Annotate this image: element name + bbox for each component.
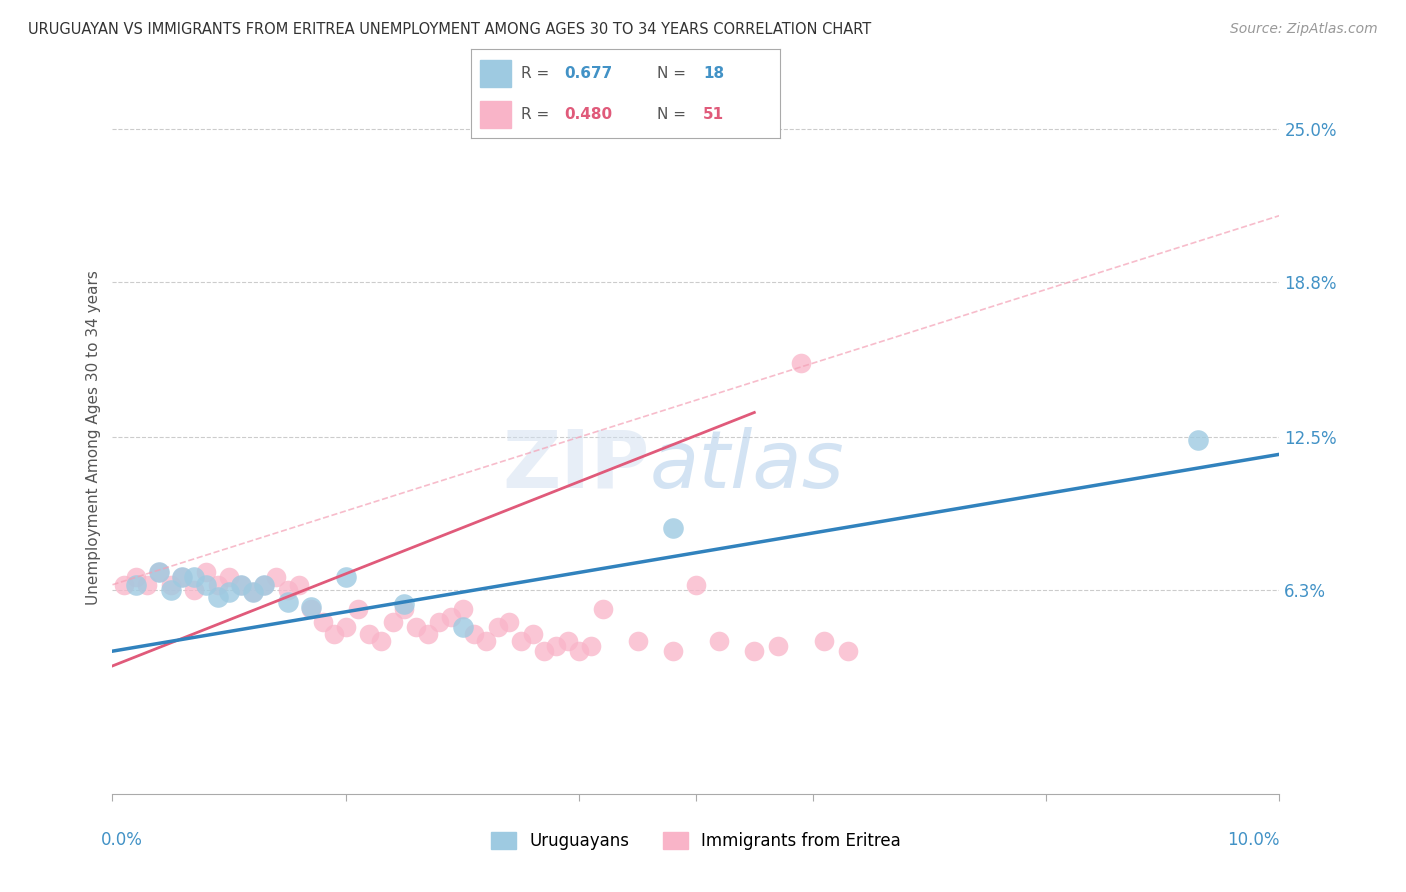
Point	[416, 627, 439, 641]
Point	[242, 585, 264, 599]
Point	[136, 578, 159, 592]
Text: 0.480: 0.480	[564, 107, 612, 121]
Point	[592, 602, 614, 616]
Legend: Uruguayans, Immigrants from Eritrea: Uruguayans, Immigrants from Eritrea	[485, 825, 907, 857]
Point	[392, 602, 416, 616]
Point	[276, 582, 298, 597]
Point	[299, 599, 322, 614]
Point	[790, 356, 813, 370]
Text: 0.0%: 0.0%	[101, 830, 142, 849]
Bar	[481, 101, 512, 128]
Text: N =: N =	[657, 66, 690, 80]
Point	[440, 609, 463, 624]
Text: 10.0%: 10.0%	[1227, 830, 1279, 849]
Point	[742, 644, 765, 658]
Point	[709, 634, 731, 648]
Point	[172, 570, 194, 584]
Point	[544, 639, 567, 653]
Text: atlas: atlas	[650, 426, 844, 505]
Point	[359, 627, 381, 641]
Point	[218, 585, 240, 599]
Point	[160, 578, 183, 592]
Point	[125, 570, 148, 584]
Point	[335, 619, 357, 633]
Point	[463, 627, 485, 641]
Point	[475, 634, 498, 648]
Point	[172, 570, 194, 584]
Point	[242, 585, 264, 599]
Point	[661, 521, 683, 535]
Point	[264, 570, 287, 584]
Point	[218, 570, 240, 584]
Point	[661, 644, 683, 658]
Point	[148, 566, 170, 580]
Point	[323, 627, 346, 641]
Point	[194, 566, 217, 580]
Point	[451, 602, 474, 616]
Point	[253, 578, 276, 592]
Point	[276, 595, 298, 609]
Text: 51: 51	[703, 107, 724, 121]
Point	[335, 570, 357, 584]
Point	[498, 615, 520, 629]
Point	[837, 644, 859, 658]
Point	[557, 634, 579, 648]
Point	[427, 615, 450, 629]
Point	[451, 619, 474, 633]
Point	[288, 578, 311, 592]
Text: Source: ZipAtlas.com: Source: ZipAtlas.com	[1230, 22, 1378, 37]
Point	[207, 578, 229, 592]
Point	[229, 578, 252, 592]
Point	[299, 602, 322, 616]
Text: R =: R =	[520, 66, 554, 80]
Text: ZIP: ZIP	[502, 426, 650, 505]
Point	[160, 582, 183, 597]
Point	[1187, 433, 1209, 447]
Point	[207, 590, 229, 604]
Point	[579, 639, 602, 653]
Point	[311, 615, 333, 629]
Point	[229, 578, 252, 592]
Point	[626, 634, 648, 648]
Point	[125, 578, 148, 592]
Point	[766, 639, 789, 653]
Point	[253, 578, 276, 592]
Point	[509, 634, 531, 648]
Y-axis label: Unemployment Among Ages 30 to 34 years: Unemployment Among Ages 30 to 34 years	[86, 269, 101, 605]
Point	[183, 582, 205, 597]
Point	[568, 644, 591, 658]
Point	[346, 602, 368, 616]
Point	[381, 615, 404, 629]
Point	[522, 627, 544, 641]
Point	[112, 578, 135, 592]
Point	[685, 578, 707, 592]
Point	[370, 634, 392, 648]
Point	[183, 570, 205, 584]
Text: N =: N =	[657, 107, 690, 121]
Text: 18: 18	[703, 66, 724, 80]
Point	[486, 619, 509, 633]
Point	[405, 619, 427, 633]
Bar	[481, 60, 512, 87]
Point	[533, 644, 555, 658]
Text: R =: R =	[520, 107, 554, 121]
Text: URUGUAYAN VS IMMIGRANTS FROM ERITREA UNEMPLOYMENT AMONG AGES 30 TO 34 YEARS CORR: URUGUAYAN VS IMMIGRANTS FROM ERITREA UNE…	[28, 22, 872, 37]
Point	[148, 566, 170, 580]
Point	[392, 598, 416, 612]
Text: 0.677: 0.677	[564, 66, 612, 80]
Point	[813, 634, 835, 648]
Point	[194, 578, 217, 592]
